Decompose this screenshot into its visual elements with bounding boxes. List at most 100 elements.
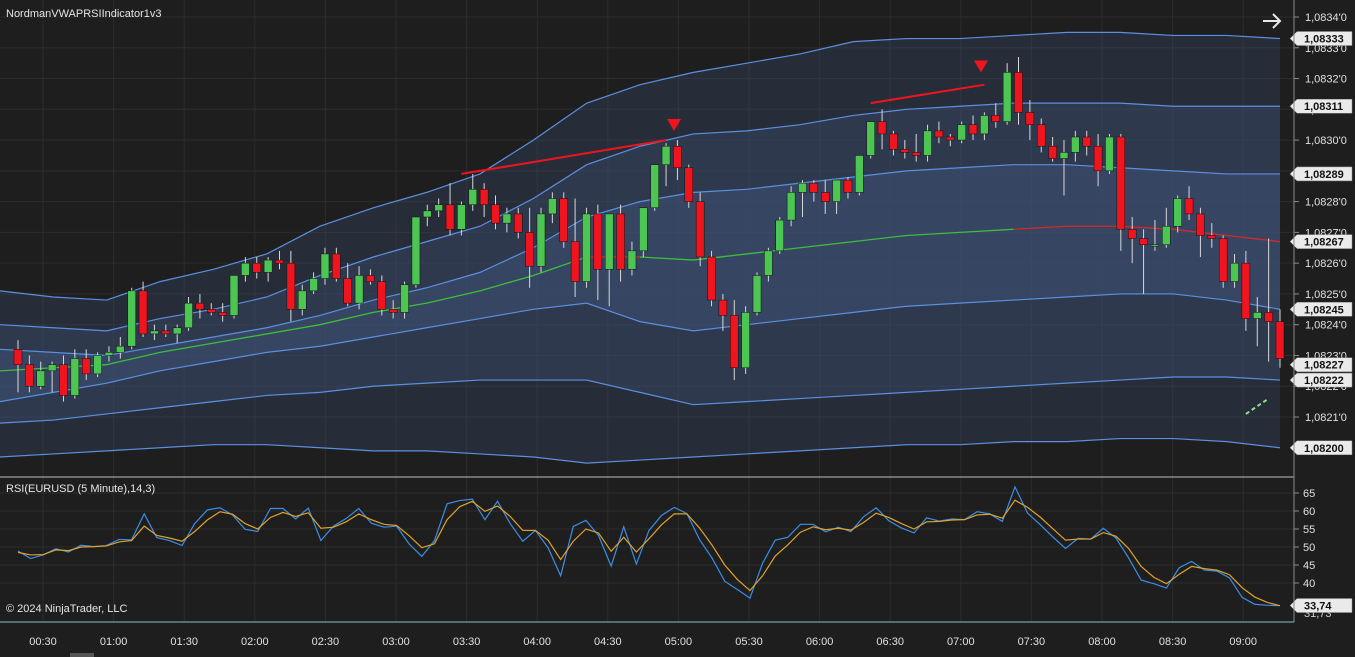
candle-body[interactable] [491,204,500,224]
candle-body[interactable] [172,327,182,335]
candle-body[interactable] [843,179,853,193]
candle-body[interactable] [786,192,796,221]
candlesticks[interactable] [13,57,1285,402]
candle-body[interactable] [877,121,887,135]
candle-body[interactable] [195,302,205,310]
candle-body[interactable] [559,198,568,242]
candle-body[interactable] [320,253,330,279]
candle-body[interactable] [161,330,171,335]
candle-body[interactable] [957,124,966,141]
candle-body[interactable] [980,115,989,135]
candle-body[interactable] [1253,312,1262,319]
candle-body[interactable] [1264,312,1273,322]
candle-body[interactable] [1048,145,1057,159]
candle-body[interactable] [434,204,443,212]
candle-body[interactable] [923,130,932,156]
candle-body[interactable] [832,179,841,202]
candle-body[interactable] [286,262,296,310]
candle-body[interactable] [1275,321,1285,359]
candle-body[interactable] [411,216,421,285]
candle-body[interactable] [479,189,489,205]
candle-body[interactable] [616,213,625,270]
candle-body[interactable] [59,364,68,396]
candle-body[interactable] [93,355,102,375]
candle-body[interactable] [604,213,614,270]
candle-body[interactable] [1207,235,1217,239]
candle-body[interactable] [1184,198,1194,215]
candle-body[interactable] [1071,136,1080,153]
candle-body[interactable] [1150,244,1160,247]
candle-body[interactable] [593,213,603,270]
candle-body[interactable] [377,281,387,310]
candle-body[interactable] [707,256,716,301]
candle-body[interactable] [1093,145,1103,172]
candle-body[interactable] [423,210,432,218]
candle-body[interactable] [1014,72,1023,113]
candle-body[interactable] [468,189,478,205]
candle-body[interactable] [866,121,875,156]
candle-body[interactable] [1127,229,1137,239]
candle-body[interactable] [70,358,80,396]
arrow-right-icon[interactable] [1261,10,1283,32]
candle-body[interactable] [1241,262,1251,319]
candle-body[interactable] [229,275,239,316]
candle-body[interactable] [104,352,114,356]
candle-body[interactable] [730,315,739,369]
candle-body[interactable] [263,259,273,273]
candle-body[interactable] [775,219,784,252]
candle-body[interactable] [1116,136,1126,230]
candle-body[interactable] [639,207,648,252]
candle-body[interactable] [1196,213,1205,236]
candle-body[interactable] [343,278,352,304]
candle-body[interactable] [900,149,910,153]
candle-body[interactable] [388,309,398,313]
candle-body[interactable] [445,204,455,230]
candle-body[interactable] [36,370,45,387]
candle-body[interactable] [627,250,637,270]
candle-body[interactable] [502,213,512,224]
candle-body[interactable] [536,213,546,267]
candle-body[interactable] [354,275,364,304]
candle-body[interactable] [207,309,216,313]
candle-body[interactable] [548,198,557,215]
candle-body[interactable] [400,284,409,313]
candle-body[interactable] [1162,225,1171,245]
candle-body[interactable] [1105,136,1114,172]
candle-body[interactable] [525,232,534,267]
candle-body[interactable] [855,155,864,193]
candle-body[interactable] [1218,238,1228,282]
candle-body[interactable] [820,192,830,202]
candle-body[interactable] [1139,238,1148,245]
candle-body[interactable] [752,275,762,313]
candle-body[interactable] [1230,262,1239,282]
candle-body[interactable] [127,290,136,347]
candle-body[interactable] [366,275,375,282]
candle-body[interactable] [514,213,523,233]
candle-body[interactable] [695,201,705,258]
candle-body[interactable] [934,130,944,138]
candle-body[interactable] [741,312,750,369]
candle-body[interactable] [764,250,773,276]
candle-body[interactable] [968,124,978,135]
candle-body[interactable] [798,182,807,193]
candle-body[interactable] [184,302,193,329]
candle-body[interactable] [252,262,262,273]
candle-body[interactable] [457,204,466,230]
candle-body[interactable] [241,262,250,276]
candle-body[interactable] [25,364,34,387]
candle-body[interactable] [684,167,694,202]
candle-body[interactable] [1173,198,1182,227]
candle-body[interactable] [47,364,57,372]
candle-body[interactable] [275,259,284,264]
candle-body[interactable] [138,290,148,335]
candle-body[interactable] [150,330,159,335]
candle-body[interactable] [1025,112,1035,125]
candle-body[interactable] [661,145,671,165]
candle-body[interactable] [991,115,1001,122]
candle-body[interactable] [911,152,921,156]
candle-body[interactable] [809,182,819,193]
horizontal-scrollbar-thumb[interactable] [70,653,94,657]
candle-body[interactable] [570,241,580,282]
candle-body[interactable] [650,164,659,209]
candle-body[interactable] [889,133,898,150]
